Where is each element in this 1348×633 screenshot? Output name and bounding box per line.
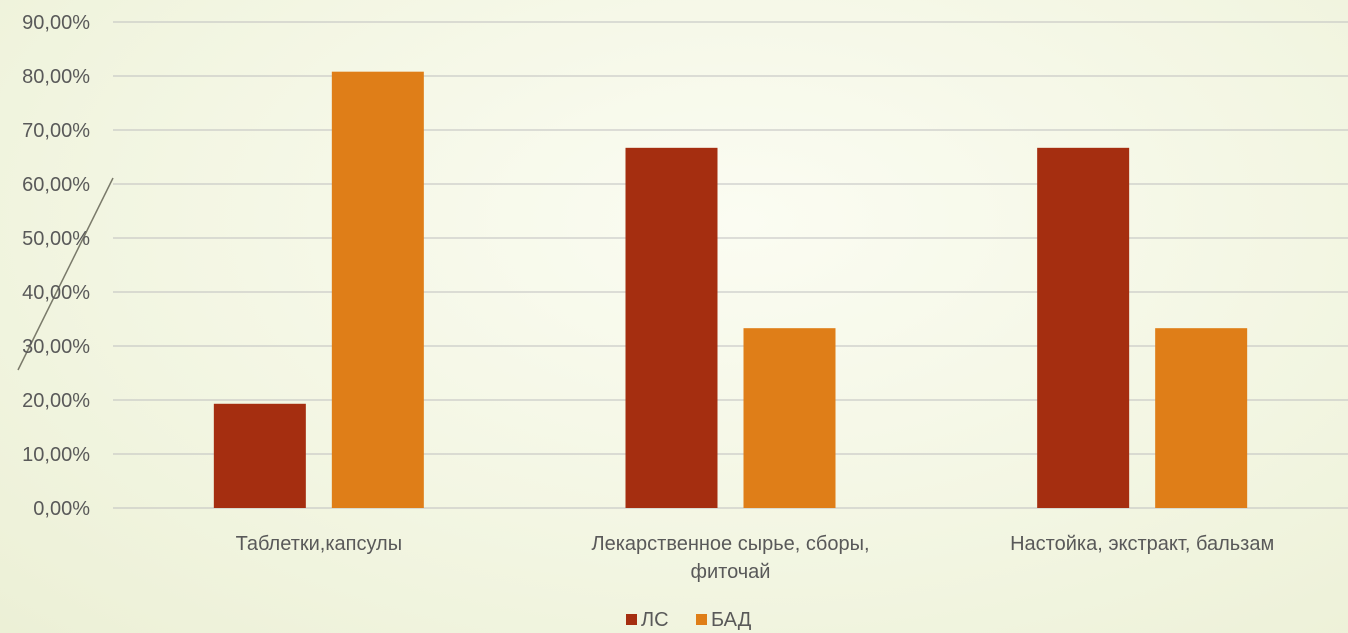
bar — [626, 148, 718, 508]
legend-swatch — [696, 614, 707, 625]
y-tick-label: 40,00% — [22, 282, 90, 304]
legend-label: ЛС — [641, 609, 669, 631]
bar — [744, 328, 836, 508]
category-label: фиточай — [691, 561, 771, 583]
y-tick-label: 60,00% — [22, 174, 90, 196]
bar — [1037, 148, 1129, 508]
y-tick-label: 10,00% — [22, 444, 90, 466]
bar — [214, 404, 306, 508]
y-tick-label: 50,00% — [22, 228, 90, 250]
legend: ЛС БАД — [626, 609, 752, 631]
y-tick-label: 0,00% — [33, 498, 90, 520]
y-axis-tick-labels: 0,00% 10,00% 20,00% 30,00% 40,00% 50,00% 60,00… — [22, 12, 90, 520]
y-tick-label: 20,00% — [22, 390, 90, 412]
y-tick-label: 80,00% — [22, 66, 90, 88]
legend-swatch — [626, 614, 637, 625]
legend-label: БАД — [711, 609, 752, 631]
category-label: Настойка, экстракт, бальзам — [1010, 533, 1274, 555]
x-axis-category-labels: Таблетки,капсулы Лекарственное сырье, сбо… — [236, 533, 1275, 583]
bar — [332, 72, 424, 508]
category-label: Таблетки,капсулы — [236, 533, 403, 555]
bars — [214, 72, 1247, 508]
category-label: Лекарственное сырье, сборы, — [591, 533, 869, 555]
y-tick-label: 90,00% — [22, 12, 90, 34]
y-tick-label: 30,00% — [22, 336, 90, 358]
y-tick-label: 70,00% — [22, 120, 90, 142]
bar — [1155, 328, 1247, 508]
